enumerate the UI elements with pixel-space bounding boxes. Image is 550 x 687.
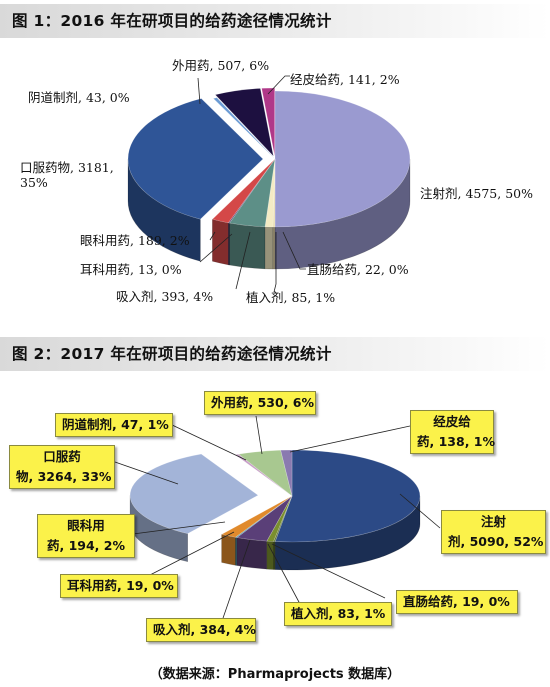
pie-slice-眼科用药: [211, 158, 276, 224]
chart1-data-label: 口服药物, 3181, 35%: [20, 160, 114, 190]
chart1-data-label: 直肠给药, 22, 0%: [307, 262, 409, 277]
pie-slice-植入剂: [264, 158, 276, 228]
chart2-data-label: 耳科用药, 19, 0%: [60, 574, 178, 598]
chart2-data-label: 吸入剂, 384, 4%: [146, 618, 256, 642]
leader-line: [169, 423, 247, 461]
leader-line: [267, 75, 290, 95]
chart2-data-label: 眼科用 药, 194, 2%: [37, 514, 135, 558]
leader-line: [209, 231, 216, 241]
pie-slice-wall: [266, 540, 274, 570]
chart1-data-label: 外用药, 507, 6%: [172, 58, 270, 73]
pie-slice-直肠给药: [273, 495, 293, 542]
pie-slice-wall: [274, 495, 421, 571]
pie-slice-wall: [264, 226, 274, 270]
chart2-pie: [114, 415, 441, 622]
pie-slice-经皮给药: [261, 87, 276, 157]
pie-slice-经皮给药: [280, 449, 293, 497]
pie-slice-阴道制剂: [212, 97, 276, 160]
chart2-data-label: 阴道制剂, 47, 1%: [55, 413, 173, 437]
pie-slice-外用药: [237, 449, 293, 497]
leader-line: [255, 415, 263, 455]
chart2-data-label: 直肠给药, 19, 0%: [396, 590, 518, 614]
leader-line: [235, 231, 251, 290]
pie-slice-注射剂: [274, 449, 421, 543]
pie-slice-口服药物: [129, 453, 259, 534]
chart2-title: 图 2：2017 年在研项目的给药途径情况统计: [0, 337, 550, 371]
leader-line: [114, 461, 179, 485]
leader-line: [267, 543, 301, 605]
pie-slice-wall: [229, 222, 266, 270]
chart2-data-label: 植入剂, 83, 1%: [284, 602, 392, 626]
chart2-data-label: 外用药, 530, 6%: [204, 391, 316, 415]
pie-slice-wall: [221, 534, 236, 566]
chart2-data-label: 注射 剂, 5090, 52%: [441, 510, 546, 554]
chart1-data-label: 植入剂, 85, 1%: [246, 290, 336, 305]
leader-line: [271, 543, 386, 599]
pie-slice-口服药物: [127, 98, 264, 220]
chart1-data-label: 经皮给药, 141, 2%: [290, 72, 400, 87]
pie-slice-吸入剂: [228, 158, 276, 228]
leader-line: [282, 231, 306, 270]
pie-slice-直肠给药: [272, 158, 276, 228]
leader-line: [132, 521, 226, 535]
chart1-data-label: 眼科用药, 189, 2%: [80, 233, 190, 248]
chart1-title: 图 1：2016 年在研项目的给药途径情况统计: [0, 4, 550, 38]
pie-slice-耳科用药: [227, 158, 276, 224]
source-note: （数据来源：Pharmaprojects 数据库）: [149, 667, 401, 682]
pie-slice-wall: [235, 536, 238, 566]
pie-slice-注射剂: [274, 90, 411, 228]
pie-slice-wall: [272, 226, 276, 270]
leader-line: [197, 77, 201, 105]
pie-slice-外用药: [214, 88, 274, 158]
leader-line: [289, 425, 411, 453]
pie-slice-眼科用药: [220, 495, 293, 538]
leader-line: [399, 493, 441, 529]
pie-slice-吸入剂: [236, 495, 293, 542]
leader-line: [221, 539, 251, 622]
chart1-data-label: 吸入剂, 393, 4%: [116, 289, 214, 304]
chart2-data-label: 经皮给 药, 138, 1%: [410, 410, 495, 454]
chart2-data-label: 口服药 物, 3264, 33%: [9, 445, 115, 489]
chart1-data-label: 阴道制剂, 43, 0%: [28, 90, 130, 105]
leader-line: [199, 233, 233, 263]
pie-slice-wall: [212, 218, 229, 266]
chart1-data-label: 注射剂, 4575, 50%: [420, 186, 533, 201]
chart1-pie: [127, 75, 411, 293]
chart1-data-label: 耳科用药, 13, 0%: [80, 262, 182, 277]
leader-line: [147, 531, 235, 577]
leader-line: [273, 232, 277, 293]
pie-slice-植入剂: [266, 495, 293, 542]
